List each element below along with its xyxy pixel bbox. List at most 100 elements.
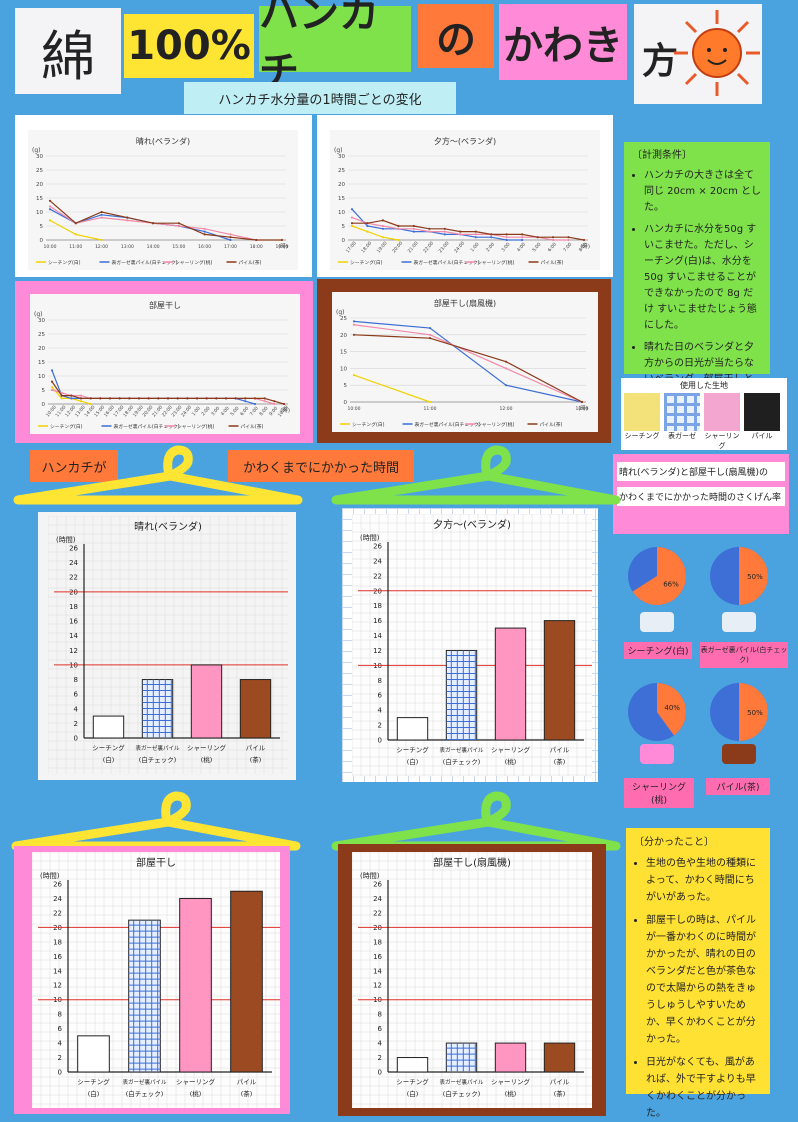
data-point bbox=[397, 238, 400, 242]
tick-label: 11:00 bbox=[424, 406, 437, 412]
legend-label: シーチング(白) bbox=[350, 259, 383, 266]
data-point bbox=[74, 222, 77, 225]
legend-label: パイル(茶) bbox=[540, 421, 563, 428]
data-point bbox=[412, 230, 415, 233]
title-text: 綿 bbox=[41, 24, 95, 88]
series-line bbox=[49, 200, 282, 241]
tick-label: 4:00 bbox=[220, 405, 231, 417]
data-point bbox=[536, 236, 539, 239]
legend-label: シーチング(白) bbox=[48, 259, 81, 266]
category-sublabel: (桃) bbox=[505, 1089, 517, 1098]
category-sublabel: (茶) bbox=[554, 1089, 566, 1098]
data-point bbox=[366, 222, 369, 225]
data-point bbox=[79, 394, 83, 397]
fabric-label: パイル bbox=[751, 432, 773, 440]
tick-label: 15:00 bbox=[172, 244, 185, 250]
category-label: シャーリング bbox=[491, 745, 531, 754]
tick-label: 20 bbox=[53, 924, 62, 932]
tick-label: 30 bbox=[36, 154, 43, 160]
axis-unit: (時間) bbox=[360, 872, 380, 880]
tick-label: 16:00 bbox=[198, 244, 211, 250]
data-point bbox=[428, 333, 432, 336]
category-label: シーチング bbox=[77, 1077, 110, 1086]
category-sublabel: (白) bbox=[103, 755, 115, 764]
tick-label: 15 bbox=[38, 360, 45, 366]
tick-label: 10 bbox=[53, 996, 62, 1004]
data-point bbox=[60, 391, 63, 394]
tick-label: 7:00 bbox=[562, 241, 573, 253]
section-label-text: ハンカチが bbox=[41, 460, 107, 476]
pie-base bbox=[640, 744, 674, 764]
data-point bbox=[505, 233, 508, 236]
axis-unit: (時) bbox=[580, 242, 590, 250]
tick-label: 5 bbox=[42, 388, 46, 394]
pie-caption: シーチング(白) bbox=[624, 642, 692, 659]
category-sublabel: (白チェック) bbox=[139, 755, 177, 764]
title-text: の bbox=[436, 17, 476, 63]
tick-label: 5 bbox=[342, 224, 346, 230]
data-point bbox=[229, 238, 232, 242]
pie-label: 40% bbox=[664, 704, 680, 712]
tick-label: 18 bbox=[69, 603, 78, 611]
tick-label: 3:00 bbox=[210, 405, 221, 417]
reduction-title: 晴れ(ベランダ)と部屋干し(扇風機)の かわくまでにかかった時間のさくげん率 bbox=[613, 454, 789, 534]
data-point bbox=[50, 388, 54, 392]
bar bbox=[494, 1042, 527, 1073]
legend-label: パイル(茶) bbox=[239, 259, 262, 266]
tick-label: 8 bbox=[74, 676, 78, 684]
data-point bbox=[443, 230, 446, 233]
hanger-icon bbox=[11, 791, 301, 851]
tick-label: 14 bbox=[373, 967, 382, 975]
data-point bbox=[381, 219, 385, 222]
tick-label: 13:00 bbox=[121, 244, 134, 250]
bar bbox=[92, 715, 125, 739]
pie-slice bbox=[739, 547, 768, 605]
data-point bbox=[195, 397, 199, 400]
data-point bbox=[79, 400, 83, 403]
category-sublabel: (桃) bbox=[201, 755, 213, 764]
axis-unit: (g) bbox=[34, 311, 43, 318]
data-point bbox=[490, 233, 493, 236]
data-point bbox=[60, 397, 63, 400]
hanger-icon bbox=[13, 445, 303, 505]
data-point bbox=[280, 238, 284, 242]
data-point bbox=[177, 222, 180, 225]
category-label: シャーリング bbox=[176, 1077, 216, 1086]
category-label: シャーリング bbox=[491, 1077, 531, 1086]
data-point bbox=[203, 233, 206, 236]
data-point bbox=[70, 394, 73, 397]
findings-list: 生地の色や生地の種類によって、かわく時間にちがいがあった。 部屋干しの時は、パイ… bbox=[634, 855, 762, 1122]
pie-base bbox=[722, 612, 756, 632]
section-label-dry-time-b: かわくまでにかかった時間 bbox=[228, 450, 414, 482]
chart-background bbox=[330, 130, 600, 270]
fabric-swatch: 表ガーゼ bbox=[664, 393, 700, 451]
category-sublabel: (白) bbox=[407, 757, 419, 766]
tick-label: 0 bbox=[378, 1069, 382, 1077]
category-sublabel: (桃) bbox=[505, 757, 517, 766]
data-point bbox=[137, 397, 141, 400]
tick-label: 15 bbox=[340, 350, 347, 356]
axis-unit: (g) bbox=[32, 147, 41, 154]
category-sublabel: (茶) bbox=[241, 1089, 253, 1098]
pie-base bbox=[722, 744, 756, 764]
category-label: シーチング bbox=[396, 1077, 429, 1086]
chart-title: 部屋干し bbox=[149, 300, 181, 310]
title-text: かわき bbox=[503, 23, 623, 69]
chart-background bbox=[28, 130, 298, 270]
bar bbox=[190, 664, 223, 739]
pie-slice bbox=[657, 683, 686, 736]
tick-label: 14 bbox=[53, 967, 62, 975]
pie-slice bbox=[739, 683, 768, 741]
tick-label: 24 bbox=[373, 895, 382, 903]
category-label: パイル bbox=[237, 1078, 257, 1086]
data-point bbox=[50, 369, 54, 372]
data-point bbox=[263, 397, 266, 400]
data-point bbox=[177, 224, 180, 228]
data-point bbox=[152, 222, 155, 225]
data-point bbox=[50, 386, 54, 389]
tick-label: 15 bbox=[36, 196, 43, 202]
section-label-text: ハンカチ水分量の1時間ごとの変化 bbox=[218, 92, 422, 108]
data-point bbox=[381, 236, 385, 239]
bar bbox=[543, 620, 576, 741]
tick-label: 12 bbox=[373, 982, 382, 990]
